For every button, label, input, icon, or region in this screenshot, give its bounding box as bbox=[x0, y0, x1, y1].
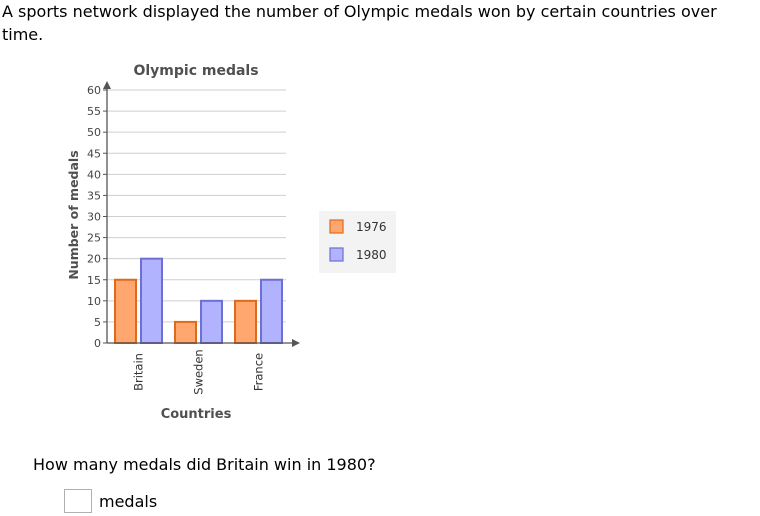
y-axis-label: Number of medals bbox=[66, 150, 81, 279]
y-tick-label: 5 bbox=[94, 316, 101, 329]
y-tick-label: 30 bbox=[87, 211, 101, 224]
legend-swatch-1976 bbox=[329, 219, 344, 234]
x-tick-label: France bbox=[252, 353, 266, 391]
y-tick-label: 60 bbox=[87, 84, 101, 97]
y-tick-label: 45 bbox=[87, 147, 101, 160]
y-axis-ticks: 0 5 10 15 20 25 30 35 40 45 50 55 60 bbox=[87, 84, 107, 350]
x-axis-arrow bbox=[292, 339, 300, 347]
legend-swatch-1980 bbox=[329, 247, 344, 262]
bar-sweden-1976 bbox=[174, 320, 197, 344]
bar-britain-1976 bbox=[114, 278, 137, 344]
y-axis-arrow bbox=[103, 81, 111, 89]
y-tick-label: 20 bbox=[87, 253, 101, 266]
y-tick-label: 55 bbox=[87, 105, 101, 118]
y-tick-label: 50 bbox=[87, 126, 101, 139]
x-tick-label: Sweden bbox=[192, 349, 206, 394]
y-tick-label: 35 bbox=[87, 189, 101, 202]
axes bbox=[103, 81, 300, 347]
x-axis-ticks: Britain Sweden France bbox=[132, 349, 266, 394]
intro-text: A sports network displayed the number of… bbox=[2, 2, 717, 44]
legend-label-1980: 1980 bbox=[356, 248, 387, 262]
y-tick-label: 10 bbox=[87, 295, 101, 308]
olympic-medals-chart: Olympic medals Number of medals Countrie… bbox=[66, 63, 396, 422]
chart-title: Olympic medals bbox=[133, 63, 258, 79]
question-text: How many medals did Britain win in 1980? bbox=[33, 455, 376, 474]
y-tick-label: 15 bbox=[87, 274, 101, 287]
bar-france-1976 bbox=[234, 299, 257, 345]
y-tick-label: 0 bbox=[94, 337, 101, 350]
x-axis-label: Countries bbox=[161, 407, 232, 422]
answer-input[interactable] bbox=[64, 489, 92, 513]
bar-sweden-1980 bbox=[200, 299, 223, 345]
bars bbox=[114, 257, 283, 345]
legend: 1976 1980 bbox=[319, 211, 396, 273]
bar-britain-1980 bbox=[140, 257, 163, 344]
y-tick-label: 25 bbox=[87, 232, 101, 245]
answer-unit-label: medals bbox=[99, 492, 158, 511]
legend-label-1976: 1976 bbox=[356, 220, 387, 234]
x-tick-label: Britain bbox=[132, 353, 146, 391]
bar-france-1980 bbox=[260, 278, 283, 344]
y-tick-label: 40 bbox=[87, 168, 101, 181]
